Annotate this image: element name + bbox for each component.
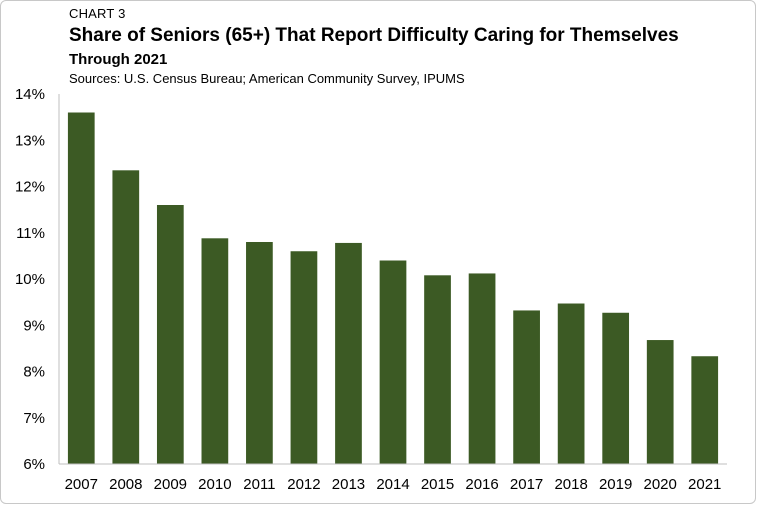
bar bbox=[468, 273, 496, 464]
x-tick-label: 2009 bbox=[154, 476, 187, 493]
chart-sources: Sources: U.S. Census Bureau; American Co… bbox=[69, 71, 465, 86]
x-tick-label: 2015 bbox=[421, 476, 454, 493]
bar bbox=[201, 238, 229, 464]
chart-subtitle: Through 2021 bbox=[69, 51, 168, 68]
bar bbox=[379, 260, 407, 464]
y-tick-label: 7% bbox=[23, 410, 45, 427]
bar bbox=[424, 275, 451, 464]
y-tick-label: 8% bbox=[23, 364, 45, 381]
x-tick-label: 2018 bbox=[554, 476, 587, 493]
x-tick-label: 2013 bbox=[332, 476, 365, 493]
y-tick-label: 9% bbox=[23, 317, 45, 334]
x-tick-label: 2019 bbox=[599, 476, 632, 493]
bar bbox=[602, 312, 630, 464]
chart-number-label: CHART 3 bbox=[69, 6, 126, 21]
bar bbox=[112, 170, 140, 464]
bar bbox=[335, 242, 362, 464]
x-tick-label: 2014 bbox=[376, 476, 409, 493]
bar bbox=[691, 356, 719, 464]
bar bbox=[156, 205, 184, 464]
x-tick-label: 2008 bbox=[109, 476, 142, 493]
bar bbox=[246, 242, 273, 464]
bar bbox=[67, 112, 95, 464]
x-tick-label: 2012 bbox=[287, 476, 320, 493]
x-tick-label: 2010 bbox=[198, 476, 231, 493]
x-tick-label: 2020 bbox=[644, 476, 677, 493]
y-tick-label: 11% bbox=[16, 225, 45, 242]
x-tick-label: 2007 bbox=[65, 476, 98, 493]
y-tick-label: 12% bbox=[15, 179, 45, 196]
y-tick-label: 6% bbox=[23, 456, 45, 473]
chart-title: Share of Seniors (65+) That Report Diffi… bbox=[69, 25, 679, 46]
bar bbox=[557, 303, 585, 464]
y-tick-label: 13% bbox=[15, 132, 45, 149]
bar bbox=[290, 251, 318, 464]
x-tick-label: 2016 bbox=[465, 476, 498, 493]
y-tick-label: 14% bbox=[15, 86, 45, 103]
x-tick-label: 2021 bbox=[688, 476, 721, 493]
bar bbox=[646, 340, 674, 464]
bar bbox=[513, 310, 540, 464]
x-tick-label: 2017 bbox=[510, 476, 543, 493]
x-tick-label: 2011 bbox=[243, 476, 275, 493]
y-tick-label: 10% bbox=[15, 271, 45, 288]
